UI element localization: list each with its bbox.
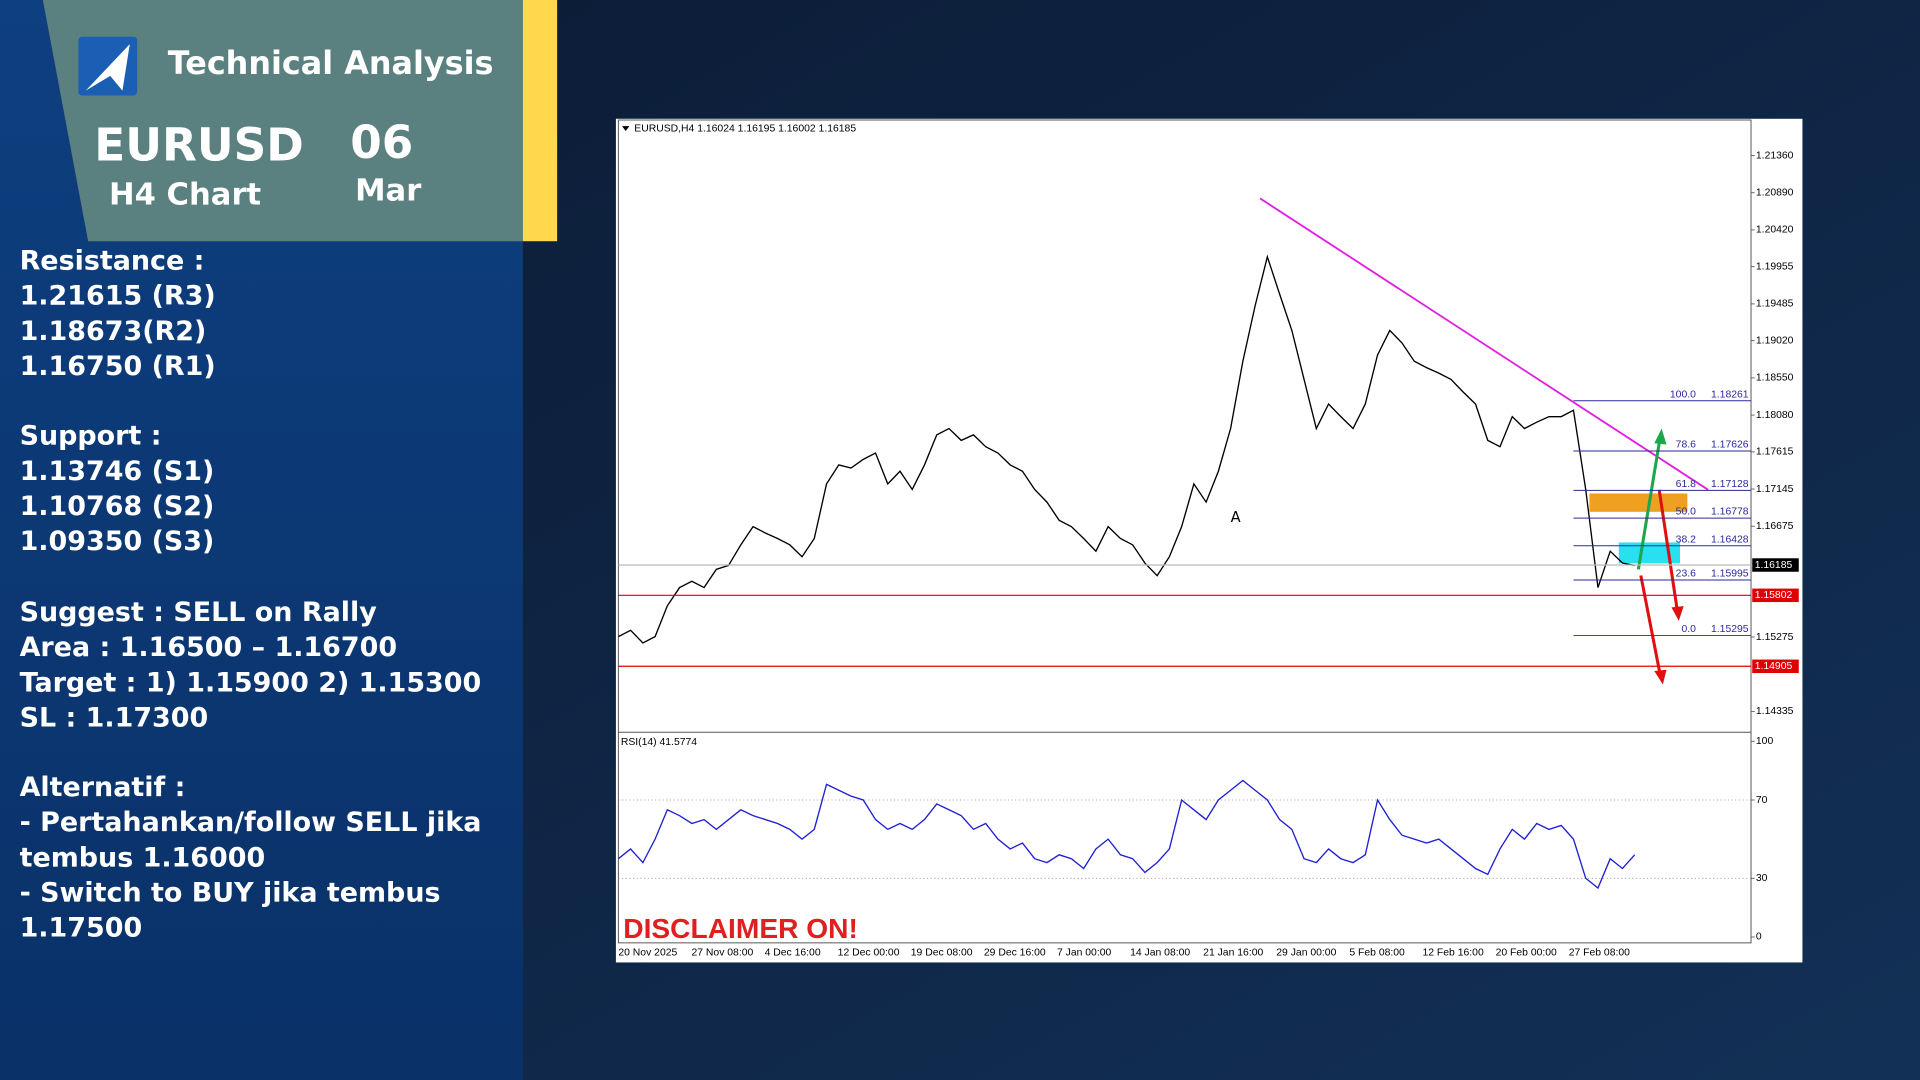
x-tick-label: 29 Jan 00:00 xyxy=(1276,947,1336,958)
y-tick-label: 100 xyxy=(1756,736,1774,747)
fib-price: 1.15995 xyxy=(1711,569,1749,580)
timeframe: H4 Chart xyxy=(109,177,261,212)
fib-price: 1.17626 xyxy=(1711,440,1749,451)
note-line: Target : 1) 1.15900 2) 1.15300 xyxy=(20,667,482,698)
note-line: Support : xyxy=(20,421,162,452)
y-tick-label: 1.20890 xyxy=(1756,187,1794,198)
y-tick-label: 0 xyxy=(1756,932,1762,943)
x-tick-label: 14 Jan 08:00 xyxy=(1130,947,1190,958)
header-box xyxy=(42,0,523,242)
pane-title: RSI(14) 41.5774 xyxy=(621,737,697,748)
arrowhead xyxy=(1654,428,1667,445)
arrowhead xyxy=(1671,606,1684,621)
note-line: Alternatif : xyxy=(20,772,186,803)
y-tick-label: 1.17145 xyxy=(1756,484,1794,495)
price-box xyxy=(1752,588,1799,603)
logo xyxy=(78,36,138,96)
fib-level: 38.2 xyxy=(1676,534,1696,545)
series-line xyxy=(618,254,1635,644)
fib-level: 23.6 xyxy=(1676,569,1696,580)
note-line: 1.10768 (S2) xyxy=(20,491,215,522)
fib-price: 1.15295 xyxy=(1711,624,1749,635)
fib-level: 0.0 xyxy=(1681,624,1696,635)
note-line: 1.17500 xyxy=(20,913,143,944)
y-tick-label: 1.19485 xyxy=(1756,299,1794,310)
y-tick-label: 1.21360 xyxy=(1756,150,1794,161)
y-tick-label: 1.18080 xyxy=(1756,410,1794,421)
x-tick-label: 27 Nov 08:00 xyxy=(691,947,753,958)
day: 06 xyxy=(350,116,413,169)
y-tick-label: 1.16675 xyxy=(1756,521,1794,532)
price-box-label: 1.14905 xyxy=(1755,661,1793,672)
note-line: - Switch to BUY jika tembus xyxy=(20,878,441,909)
x-tick-label: 21 Jan 16:00 xyxy=(1203,947,1263,958)
symbol: EURUSD xyxy=(94,119,304,172)
note-line: 1.18673(R2) xyxy=(20,316,207,347)
x-tick-label: 5 Feb 08:00 xyxy=(1349,947,1405,958)
fib-price: 1.16428 xyxy=(1711,534,1749,545)
x-tick-label: 4 Dec 16:00 xyxy=(765,947,821,958)
arrows xyxy=(1636,428,1684,685)
plot-border xyxy=(617,119,1752,944)
fib-level: 100.0 xyxy=(1670,389,1696,400)
pane-title: EURUSD,H4 1.16024 1.16195 1.16002 1.1618… xyxy=(634,123,856,134)
note-line: - Pertahankan/follow SELL jika xyxy=(20,807,482,838)
header-title: Technical Analysis xyxy=(168,44,494,82)
fib-price: 1.18261 xyxy=(1711,389,1749,400)
x-tick-label: 19 Dec 08:00 xyxy=(911,947,973,958)
fib-price: 1.16778 xyxy=(1711,507,1749,518)
disclaimer: DISCLAIMER ON! xyxy=(623,913,858,944)
note-line: SL : 1.17300 xyxy=(20,702,209,733)
y-tick-label: 1.14335 xyxy=(1756,706,1794,717)
price-box-label: 1.16185 xyxy=(1755,560,1793,571)
annotation: A xyxy=(1231,509,1241,526)
menu-icon xyxy=(622,126,630,132)
x-tick-label: 20 Nov 2025 xyxy=(618,947,677,958)
y-tick-label: 1.15275 xyxy=(1756,632,1794,643)
x-tick-label: 12 Feb 16:00 xyxy=(1422,947,1483,958)
month: Mar xyxy=(355,174,421,209)
price-box xyxy=(1752,659,1799,674)
price-box-label: 1.15802 xyxy=(1755,590,1793,601)
fib-level: 78.6 xyxy=(1676,440,1696,451)
fib-price: 1.17128 xyxy=(1711,479,1749,490)
x-tick-label: 29 Dec 16:00 xyxy=(984,947,1046,958)
y-tick-label: 1.17615 xyxy=(1756,447,1794,458)
y-tick-label: 1.19020 xyxy=(1756,335,1794,346)
x-tick-label: 20 Feb 00:00 xyxy=(1496,947,1557,958)
support-zone xyxy=(1618,542,1680,564)
fib-level: 50.0 xyxy=(1676,507,1696,518)
note-line: 1.21615 (R3) xyxy=(20,281,216,312)
note-line: tembus 1.16000 xyxy=(20,842,266,873)
fib-level: 61.8 xyxy=(1676,479,1696,490)
accent-strip xyxy=(522,0,558,242)
arrow-up xyxy=(1636,435,1662,570)
y-tick-label: 1.20420 xyxy=(1756,225,1794,236)
x-tick-label: 27 Feb 08:00 xyxy=(1569,947,1630,958)
x-tick-label: 12 Dec 00:00 xyxy=(838,947,900,958)
sell-zone xyxy=(1589,493,1688,512)
y-tick-label: 70 xyxy=(1756,795,1768,806)
arrow-down xyxy=(1639,575,1662,677)
note-line: 1.09350 (S3) xyxy=(20,526,215,557)
trendline xyxy=(1259,197,1709,491)
y-tick-label: 1.18550 xyxy=(1756,373,1794,384)
note-line: Resistance : xyxy=(20,246,205,277)
y-tick-label: 30 xyxy=(1756,873,1768,884)
x-tick-label: 7 Jan 00:00 xyxy=(1057,947,1112,958)
arrowhead xyxy=(1654,669,1667,685)
chart-frame xyxy=(615,118,1803,963)
series-line xyxy=(617,779,1636,890)
note-line: 1.13746 (S1) xyxy=(20,456,215,487)
y-tick-label: 1.19955 xyxy=(1756,261,1794,272)
note-line: Area : 1.16500 – 1.16700 xyxy=(20,632,398,663)
note-line: 1.16750 (R1) xyxy=(20,351,216,382)
arrow-down xyxy=(1657,489,1680,613)
price-box xyxy=(1752,558,1799,572)
note-line: Suggest : SELL on Rally xyxy=(20,597,378,628)
